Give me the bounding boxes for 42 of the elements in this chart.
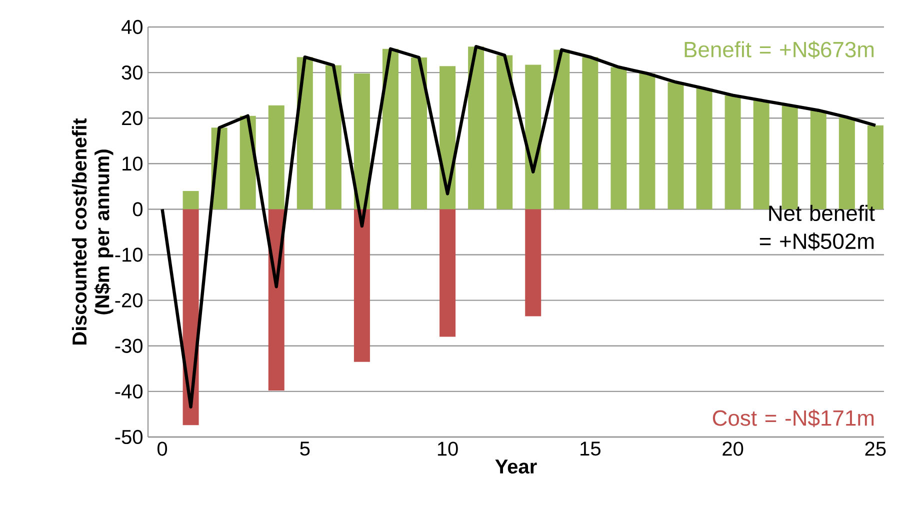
bar [325,65,342,210]
annotation: Benefit = +N$673m [684,40,874,59]
y-tick-label: -10 [115,248,142,262]
annotation: Cost = -N$171m [712,409,874,428]
bar [525,64,542,210]
bar [468,46,484,210]
bar [582,57,598,210]
bar [610,67,627,210]
bar [354,209,370,362]
bar [268,105,284,210]
x-tick-label: 0 [157,442,168,456]
x-tick-label: 10 [438,442,458,456]
bar [668,82,684,210]
y-tick-label: -30 [115,338,142,353]
x-tick-label: 20 [722,442,744,456]
bar [354,73,370,210]
bar [554,50,570,210]
bar [753,100,770,210]
x-tick-label: 15 [580,442,600,456]
y-tick-label: -50 [115,430,142,444]
bar [296,57,313,210]
bar [411,58,428,210]
bar [525,209,542,316]
x-axis-title: Year [495,460,537,474]
y-tick-label: -20 [115,293,142,308]
bar [440,209,456,337]
y-tick-label: 40 [122,20,142,34]
bar [496,55,513,210]
y-tick-label: 20 [122,111,142,126]
x-tick-label: 25 [865,442,886,456]
annotation: Net benefit = +N$502m [760,204,875,250]
bar [696,88,712,210]
y-axis-title: Discounted cost/benefit (N$m per annum) [72,118,114,345]
bar [382,48,398,210]
y-tick-label: 10 [122,156,142,171]
bar [182,190,199,210]
bar [639,73,656,210]
y-tick-label: -40 [115,384,142,399]
y-tick-label: 0 [132,202,142,216]
bar [724,95,741,210]
x-tick-label: 5 [300,442,310,456]
y-tick-label: 30 [122,65,142,80]
